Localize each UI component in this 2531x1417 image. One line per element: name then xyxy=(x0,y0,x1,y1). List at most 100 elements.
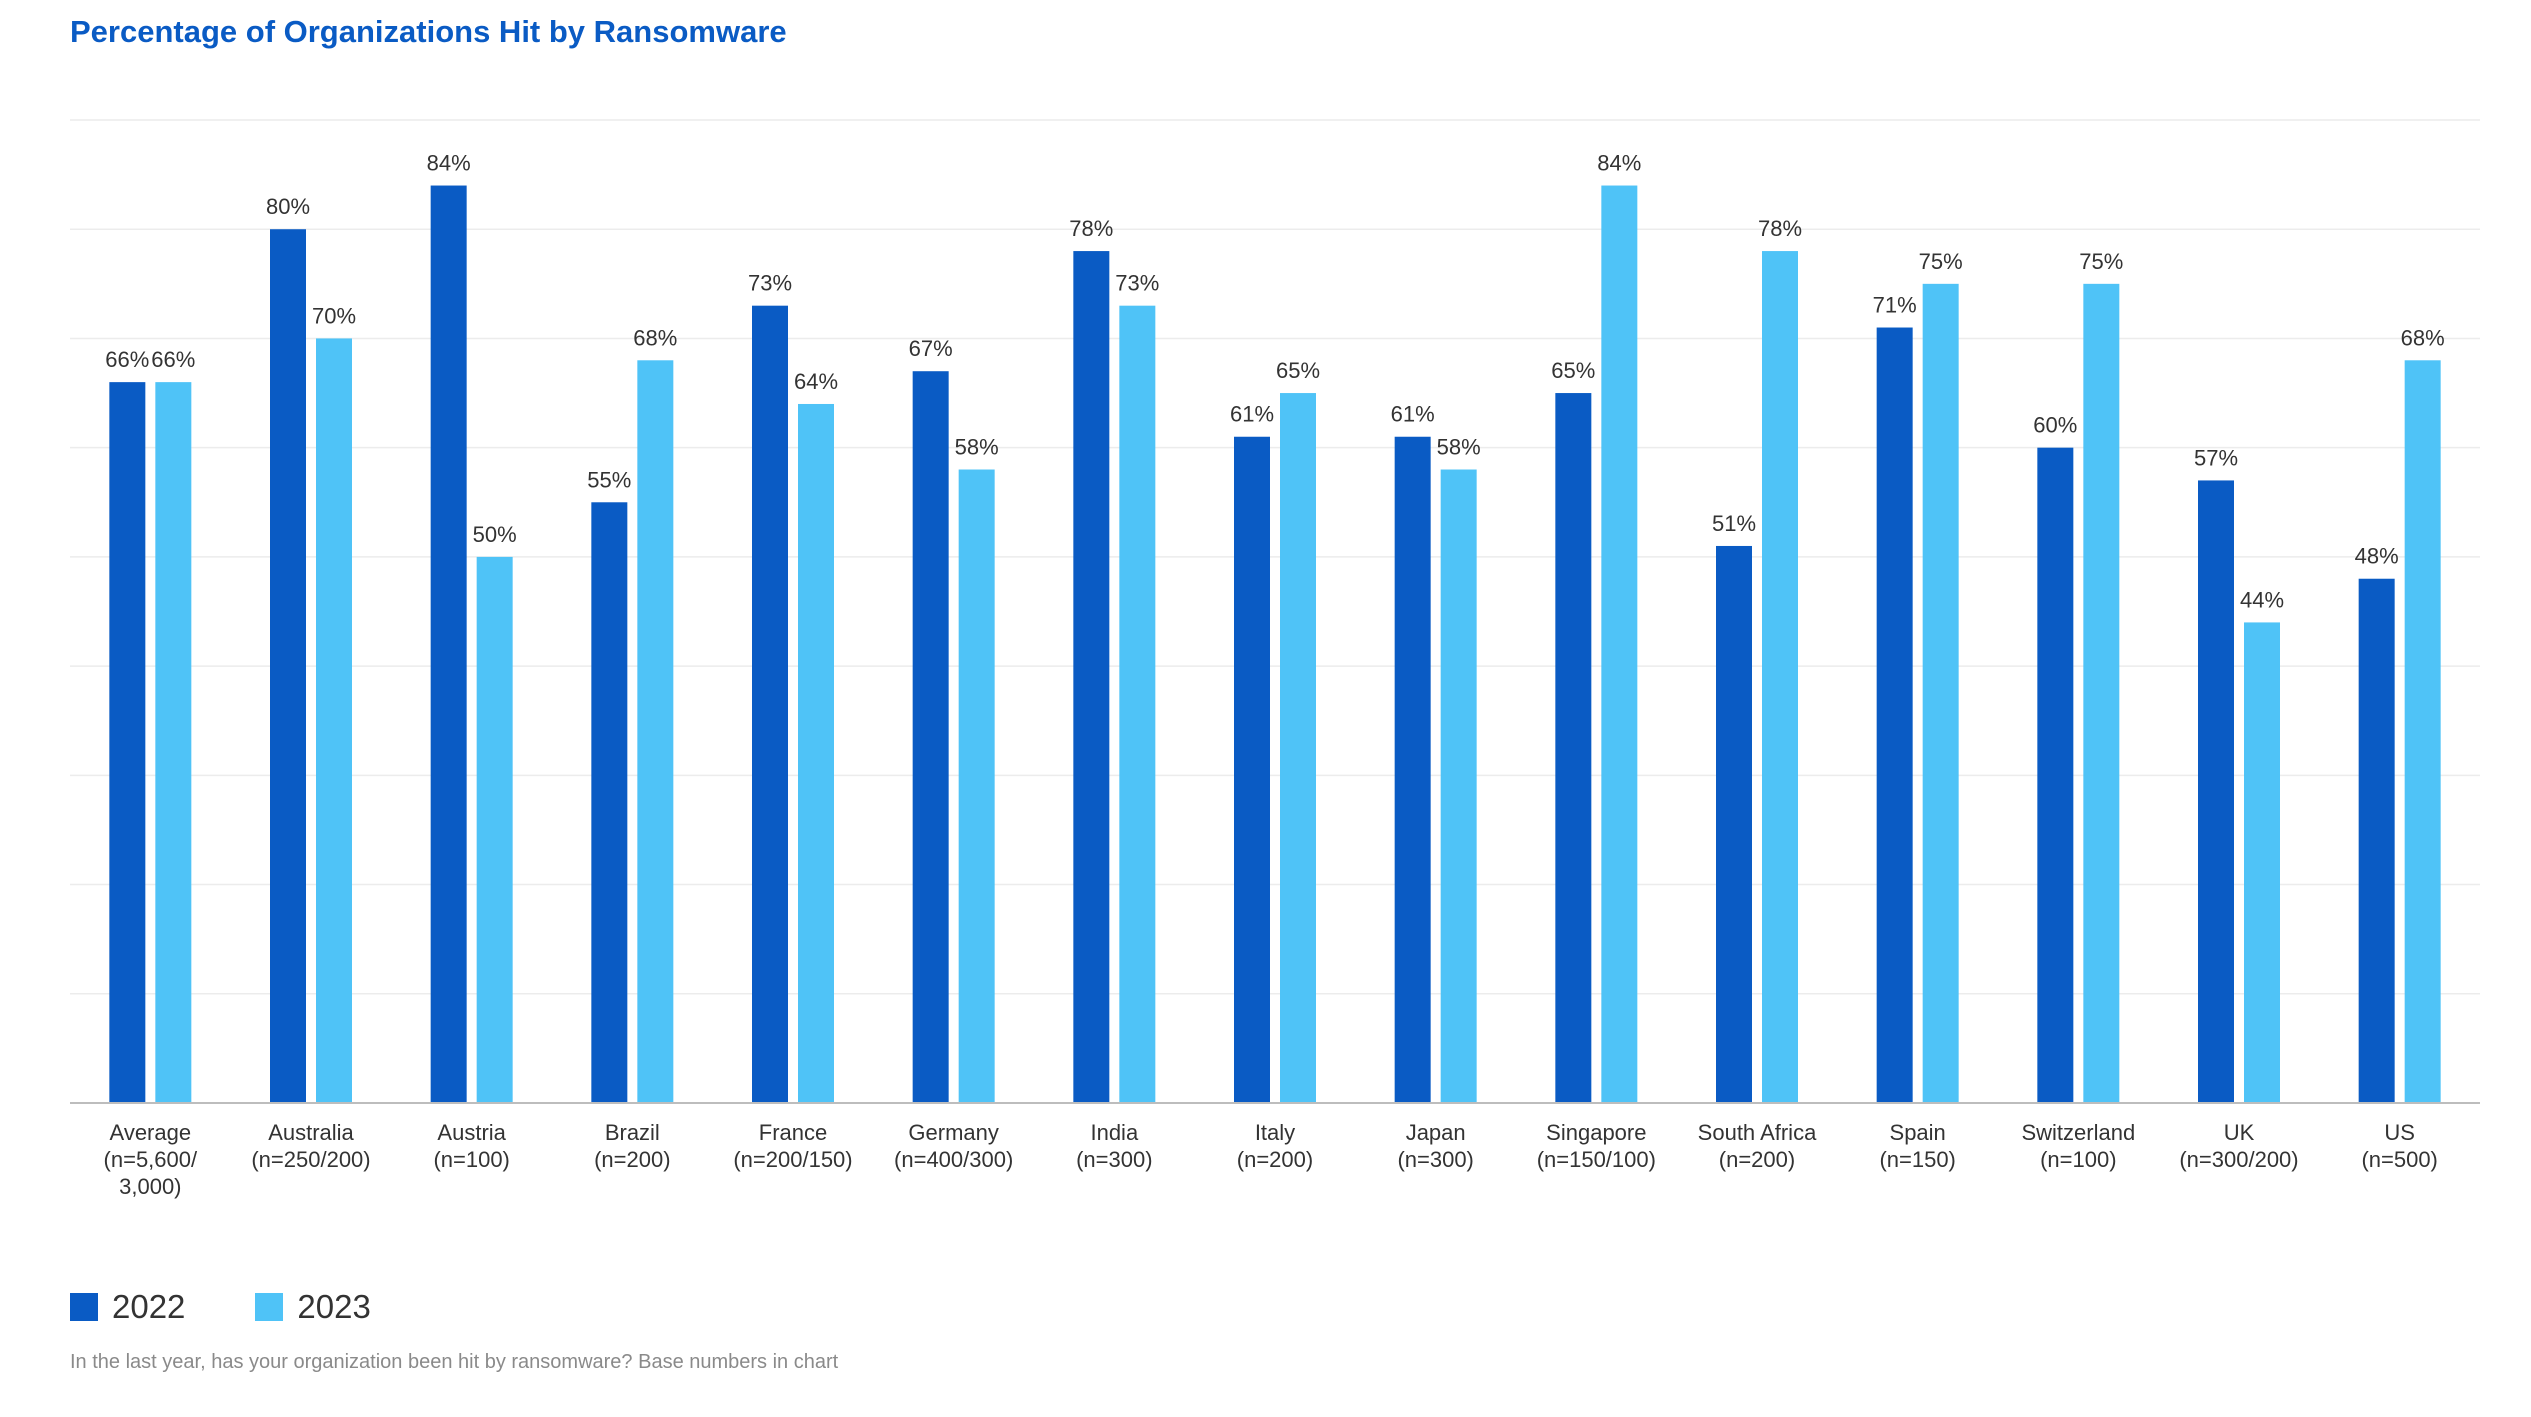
data-label: 50% xyxy=(473,522,517,547)
category-base-label: (n=250/200) xyxy=(251,1147,370,1172)
category-base-label: (n=150/100) xyxy=(1537,1147,1656,1172)
data-label: 68% xyxy=(2401,325,2445,350)
category-label: Average xyxy=(110,1120,192,1145)
category-base-label: (n=200) xyxy=(1237,1147,1313,1172)
bar-2023 xyxy=(1922,283,1959,1103)
category-label: Switzerland xyxy=(2021,1120,2135,1145)
bar-2023 xyxy=(1601,185,1638,1104)
bar-2022 xyxy=(1073,251,1110,1104)
data-label: 61% xyxy=(1230,402,1274,427)
data-label: 64% xyxy=(794,369,838,394)
bar-2023 xyxy=(476,556,513,1103)
bar-2022 xyxy=(270,229,306,1103)
legend-item-2022: 2022 xyxy=(70,1288,185,1326)
bar-2022 xyxy=(1234,436,1270,1103)
data-label: 60% xyxy=(2033,413,2077,438)
category-base-label: (n=300) xyxy=(1397,1147,1473,1172)
data-label: 78% xyxy=(1069,216,1113,241)
legend-label-2022: 2022 xyxy=(112,1288,186,1325)
data-label: 48% xyxy=(2355,544,2399,569)
category-base-label: (n=300/200) xyxy=(2179,1147,2298,1172)
category-base-label: (n=100) xyxy=(2040,1147,2116,1172)
legend-swatch-2023 xyxy=(255,1293,284,1321)
bar-2022 xyxy=(2358,578,2395,1103)
data-label: 44% xyxy=(2240,587,2284,612)
category-base-label: (n=400/300) xyxy=(894,1147,1013,1172)
bar-2023 xyxy=(2083,283,2120,1103)
category-label: France xyxy=(759,1120,827,1145)
data-label: 84% xyxy=(427,151,471,176)
category-base-label: (n=200/150) xyxy=(733,1147,852,1172)
category-label: Austria xyxy=(437,1120,506,1145)
data-label: 73% xyxy=(1115,271,1159,296)
bar-2022 xyxy=(2198,480,2234,1103)
category-label: Italy xyxy=(1255,1120,1295,1145)
data-label: 61% xyxy=(1391,402,1435,427)
category-label: UK xyxy=(2224,1120,2255,1145)
bar-2023 xyxy=(637,360,674,1103)
category-label: Singapore xyxy=(1546,1120,1646,1145)
footnote: In the last year, has your organization … xyxy=(70,1351,839,1373)
category-base-label: (n=300) xyxy=(1076,1147,1152,1172)
category-label: Australia xyxy=(268,1120,354,1145)
data-label: 65% xyxy=(1551,358,1595,383)
category-base-label: (n=100) xyxy=(433,1147,509,1172)
category-base-label: (n=200) xyxy=(594,1147,670,1172)
bar-2022 xyxy=(2037,447,2074,1104)
bar-2023 xyxy=(1119,305,1156,1104)
data-label: 80% xyxy=(266,194,310,219)
bar-2023 xyxy=(2244,622,2280,1103)
bar-2023 xyxy=(958,469,995,1103)
category-label: Germany xyxy=(908,1120,998,1145)
data-label: 58% xyxy=(955,435,999,460)
data-label: 75% xyxy=(1919,249,1963,274)
data-label: 70% xyxy=(312,303,356,328)
bar-2023 xyxy=(2404,360,2441,1103)
bar-2022 xyxy=(1876,327,1913,1103)
category-label: South Africa xyxy=(1698,1120,1817,1145)
data-label: 71% xyxy=(1873,293,1917,318)
data-label: 66% xyxy=(151,347,195,372)
chart-legend: 2022 2023 xyxy=(70,1288,441,1326)
data-label: 73% xyxy=(748,271,792,296)
bar-2023 xyxy=(1280,393,1316,1103)
data-label: 84% xyxy=(1597,151,1641,176)
bar-2022 xyxy=(430,185,467,1104)
category-base-label: (n=200) xyxy=(1719,1147,1795,1172)
category-base-label: (n=500) xyxy=(2361,1147,2437,1172)
category-label: Spain xyxy=(1890,1120,1946,1145)
bar-2022 xyxy=(1394,436,1431,1103)
category-base-label: (n=5,600/ xyxy=(104,1147,198,1172)
bar-2022 xyxy=(1716,545,1752,1103)
category-label: Brazil xyxy=(605,1120,660,1145)
bar-2023 xyxy=(1440,469,1477,1103)
data-label: 68% xyxy=(633,325,677,350)
bar-2022 xyxy=(591,502,628,1103)
data-label: 55% xyxy=(587,467,631,492)
bar-2023 xyxy=(316,338,352,1103)
legend-item-2023: 2023 xyxy=(255,1288,371,1326)
chart-title: Percentage of Organizations Hit by Ranso… xyxy=(70,14,787,49)
bar-2023 xyxy=(798,403,834,1103)
category-label: US xyxy=(2384,1120,2415,1145)
category-base-label: (n=150) xyxy=(1879,1147,1955,1172)
data-label: 51% xyxy=(1712,511,1756,536)
bar-2023 xyxy=(155,382,192,1104)
bar-2022 xyxy=(912,371,949,1103)
bar-2023 xyxy=(1762,251,1798,1104)
data-label: 66% xyxy=(105,347,149,372)
legend-swatch-2022 xyxy=(70,1293,98,1321)
data-label: 75% xyxy=(2079,249,2123,274)
data-label: 58% xyxy=(1437,435,1481,460)
category-base-label: 3,000) xyxy=(119,1174,181,1199)
data-label: 67% xyxy=(909,336,953,361)
data-label: 57% xyxy=(2194,445,2238,470)
data-label: 65% xyxy=(1276,358,1320,383)
data-label: 78% xyxy=(1758,216,1802,241)
bar-2022 xyxy=(752,305,788,1104)
legend-label-2023: 2023 xyxy=(297,1288,371,1325)
bar-2022 xyxy=(109,382,146,1104)
bar-chart: 66% 66% Average(n=5,600/3,000) 80% 70% Austra… xyxy=(70,119,2480,1199)
category-label: India xyxy=(1090,1120,1138,1145)
category-label: Japan xyxy=(1406,1120,1466,1145)
